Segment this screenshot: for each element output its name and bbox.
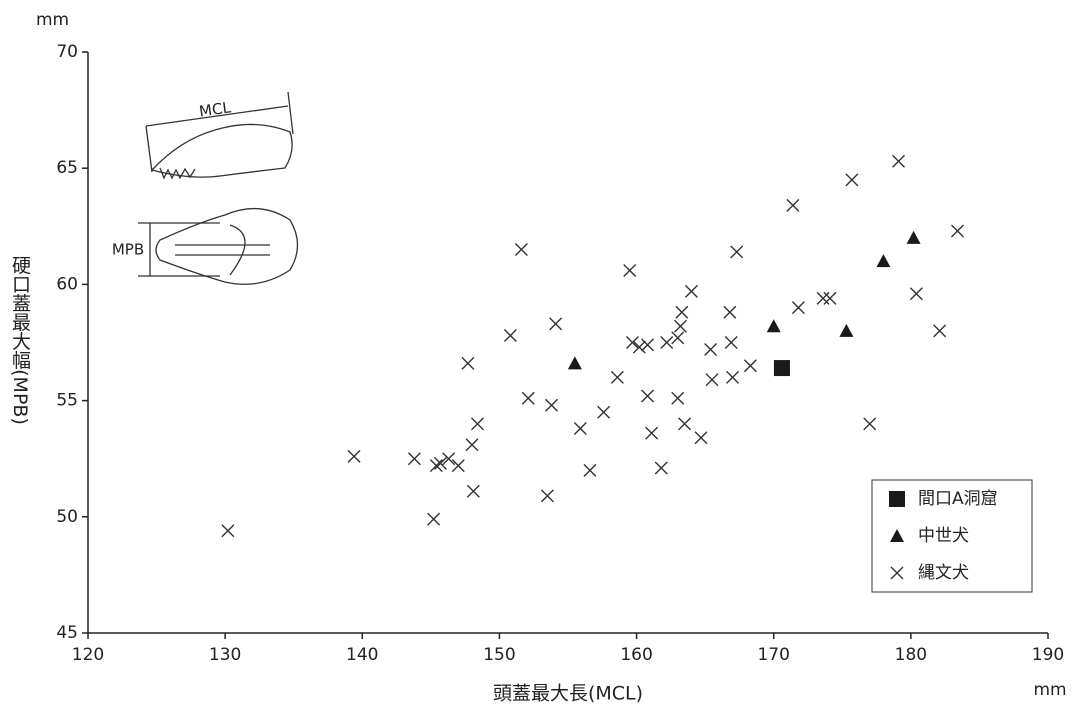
cross-marker [514,243,528,257]
x-axis-label: 頭蓋最大長(MCL) [493,683,643,705]
cross-marker [723,305,737,319]
cross-marker [433,456,447,470]
cross-marker [221,524,235,538]
x-tick-label: 170 [757,645,789,665]
cross-marker [549,317,563,331]
cross-marker [694,431,708,445]
cross-marker [427,512,441,526]
cross-marker [347,449,361,463]
legend-label: 間口A洞窟 [918,489,998,509]
cross-marker [743,359,757,373]
cross-marker [623,263,637,277]
cross-marker [442,452,456,466]
legend-label: 中世犬 [918,526,969,546]
cross-marker [451,459,465,473]
annotation: MCL [198,98,233,120]
cross-marker [671,391,685,405]
y-axis-label: 硬口蓋最大幅(MPB) [9,255,31,425]
y-tick-label: 55 [56,391,78,411]
cross-marker [892,154,906,168]
cross-marker [823,291,837,305]
cross-marker [597,405,611,419]
cross-marker [610,370,624,384]
cross-marker [540,489,554,503]
cross-marker [461,356,475,370]
cross-marker [863,417,877,431]
cross-marker [704,342,718,356]
cross-marker [909,287,923,301]
cross-marker [950,224,964,238]
cross-marker [730,245,744,259]
cross-marker [933,324,947,338]
triangle-marker [876,254,891,268]
cross-marker [791,301,805,315]
cross-marker [503,329,517,343]
cross-marker [671,331,685,345]
cross-marker [705,373,719,387]
x-unit: mm [1033,680,1066,700]
cross-marker [684,284,698,298]
cross-marker [521,391,535,405]
cross-marker [470,417,484,431]
legend-label: 縄文犬 [918,563,969,583]
legend-marker [890,529,904,542]
cross-marker [632,340,646,354]
cross-marker [675,305,689,319]
x-tick-label: 120 [72,645,104,665]
y-tick-label: 65 [56,158,78,178]
cross-marker [678,417,692,431]
cross-marker [726,370,740,384]
cross-marker [724,336,738,349]
x-tick-label: 140 [346,645,378,665]
cross-marker [845,173,859,187]
cross-marker [625,336,639,349]
x-tick-label: 160 [620,645,652,665]
triangle-marker [906,230,921,244]
cross-marker [465,438,479,452]
cross-marker [641,389,655,403]
y-unit: mm [36,10,69,30]
cross-marker [545,398,559,412]
annotation: MPB [112,241,144,259]
square-marker [773,360,790,377]
cross-marker [573,421,587,435]
x-tick-label: 130 [209,645,241,665]
cross-marker [641,338,655,352]
cross-marker [786,198,800,212]
triangle-marker [567,356,582,370]
cross-marker [583,463,597,477]
legend-marker [890,566,904,580]
y-tick-label: 70 [56,42,78,62]
cross-marker [660,336,674,349]
cross-marker [645,426,659,440]
legend-marker [889,491,905,507]
cross-marker [429,459,443,473]
y-tick-label: 45 [56,623,78,643]
x-tick-label: 180 [895,645,927,665]
y-tick-label: 60 [56,274,78,294]
cross-marker [466,484,480,498]
x-tick-label: 190 [1032,645,1064,665]
cross-marker [654,461,668,475]
y-tick-label: 50 [56,507,78,527]
triangle-marker [839,323,854,337]
cross-marker [673,319,687,333]
cross-marker [407,452,421,466]
cross-marker [816,291,830,305]
skull-illustration: MCL MPB [112,91,299,285]
triangle-marker [766,319,781,333]
x-tick-label: 150 [483,645,515,665]
